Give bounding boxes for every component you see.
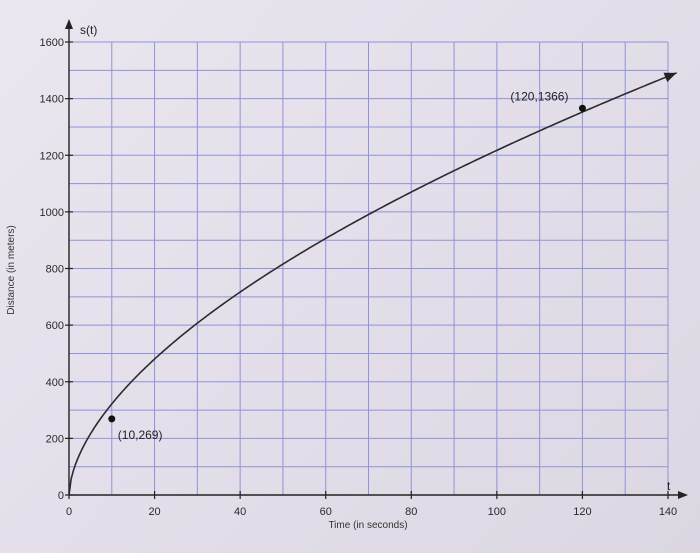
- x-tick-label: 80: [405, 506, 417, 518]
- x-axis-arrow-icon: [678, 491, 688, 499]
- x-tick-label: 20: [148, 506, 160, 518]
- y-tick-label: 1200: [40, 150, 64, 162]
- distance-curve: [68, 72, 677, 496]
- y-tick-label: 800: [46, 264, 64, 276]
- x-tick-label: 120: [573, 506, 591, 518]
- axes: [65, 19, 688, 499]
- data-point-label: (120,1366): [510, 89, 568, 103]
- series-line: [68, 72, 677, 496]
- tick-labels: 0 200 400 600 800 1000 1200 1400 1600 0 20 40 60 80 10…: [40, 37, 678, 518]
- y-tick-label: 1600: [40, 37, 64, 49]
- x-axis-name: t: [667, 479, 671, 493]
- data-points: (10,269) (120,1366): [108, 89, 586, 442]
- y-tick-label: 1400: [40, 94, 64, 106]
- y-tick-label: 1000: [40, 207, 64, 219]
- x-tick-label: 0: [66, 506, 72, 518]
- x-tick-label: 40: [234, 506, 246, 518]
- grid: [69, 41, 669, 495]
- y-axis-arrow-icon: [65, 19, 73, 29]
- y-tick-label: 200: [46, 433, 64, 445]
- function-label: s(t): [80, 23, 97, 37]
- data-point-label: (10,269): [118, 428, 163, 442]
- y-axis-title: Distance (in meters): [6, 225, 17, 314]
- y-tick-label: 600: [46, 320, 64, 332]
- data-point: [578, 104, 586, 112]
- x-tick-label: 140: [659, 506, 677, 518]
- curve-arrow-icon: [663, 72, 677, 83]
- x-axis-title: Time (in seconds): [328, 520, 407, 531]
- x-tick-label: 100: [488, 506, 506, 518]
- y-tick-label: 0: [58, 490, 64, 502]
- x-tick-label: 60: [320, 506, 332, 518]
- y-tick-label: 400: [46, 377, 64, 389]
- data-point: [108, 415, 116, 423]
